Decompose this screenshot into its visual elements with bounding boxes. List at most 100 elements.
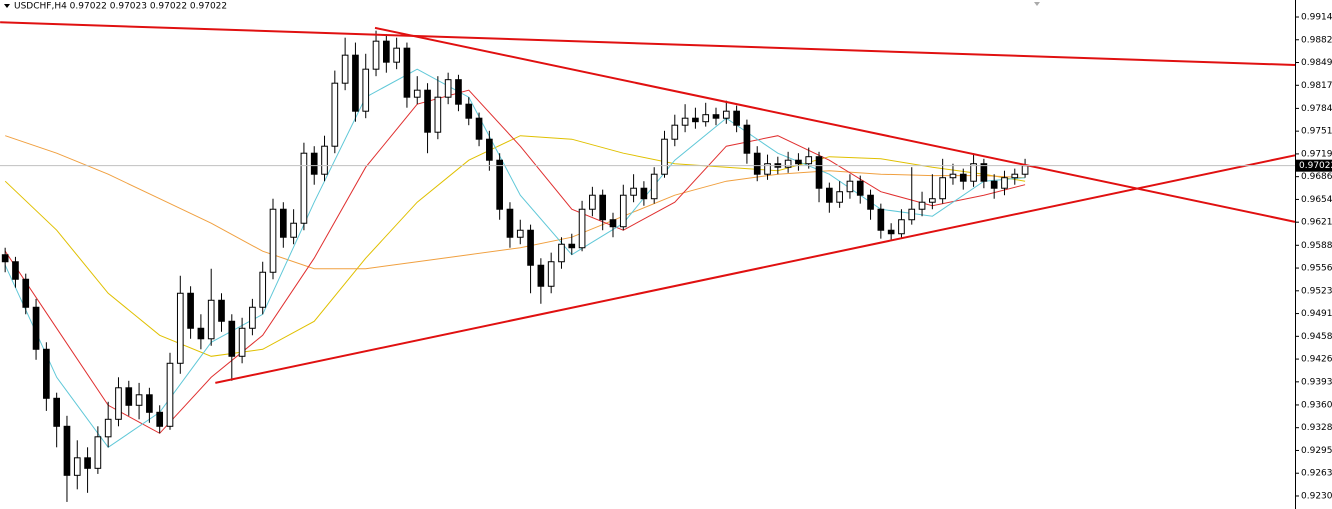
candle-body: [609, 219, 617, 228]
candle-body: [300, 152, 308, 224]
candle-body: [310, 152, 318, 175]
moving-average: [4, 68, 1026, 448]
candle-body: [702, 114, 710, 123]
candle-body: [32, 306, 40, 350]
candle-body: [1, 254, 9, 263]
candle-body: [795, 159, 802, 165]
candle-body: [362, 68, 370, 112]
candle-body: [341, 54, 349, 84]
y-tick-label: 0.96865: [1301, 172, 1332, 182]
candle-body: [403, 47, 411, 98]
candle-body: [393, 47, 400, 63]
candle-body: [692, 117, 699, 123]
candle-body: [681, 117, 689, 126]
candle-body: [630, 187, 637, 196]
y-tick-label: 0.99145: [1301, 13, 1332, 23]
candle-body: [867, 194, 874, 210]
candle-body: [568, 243, 576, 249]
candle-body: [383, 40, 390, 63]
candle-body: [94, 436, 102, 469]
candle-body: [619, 194, 627, 228]
candle-body: [496, 159, 503, 210]
candle-body: [249, 306, 256, 329]
y-tick-label: 0.96215: [1301, 218, 1332, 228]
candle-body: [805, 156, 813, 165]
candle-body: [269, 208, 277, 273]
candle-body: [187, 292, 194, 329]
candle-body: [877, 208, 885, 231]
candle-body: [970, 163, 977, 182]
candle-body: [856, 180, 864, 196]
candle-body: [176, 292, 184, 364]
candle-body: [1001, 177, 1008, 189]
candle-body: [846, 180, 854, 193]
candle-body: [764, 163, 771, 175]
candle-body: [43, 348, 50, 399]
candle-body: [218, 299, 225, 322]
candle-body: [671, 124, 679, 140]
current-price-label: 0.97022: [1299, 161, 1332, 171]
y-tick-label: 0.93605: [1301, 400, 1332, 410]
candle-body: [352, 54, 359, 112]
shift-marker: [1034, 2, 1040, 6]
candle-body: [784, 159, 792, 168]
candle-body: [207, 299, 215, 340]
candle-body: [63, 425, 71, 476]
trendline: [374, 26, 1296, 223]
candle-body: [589, 194, 596, 210]
candle-body: [836, 191, 843, 203]
candle-body: [898, 219, 905, 235]
candle-body: [372, 40, 380, 70]
candle-body: [156, 411, 164, 427]
candle-body: [104, 418, 112, 438]
candle-body: [578, 208, 586, 249]
candle-body: [599, 194, 607, 221]
candle-body: [197, 327, 205, 340]
candle-body: [475, 117, 483, 140]
candle-body: [1011, 173, 1019, 179]
candle-body: [125, 387, 133, 406]
chart-title: USDCHF,H4 0.97022 0.97023 0.97022 0.9702…: [14, 2, 227, 12]
candle-body: [413, 89, 421, 98]
candle-body: [53, 397, 60, 427]
candle-body: [733, 110, 740, 126]
trendline: [215, 154, 1296, 384]
candle-body: [908, 208, 916, 221]
candle-body: [506, 208, 514, 238]
candle-body: [516, 229, 524, 238]
y-tick-label: 0.97515: [1301, 127, 1332, 137]
candle-body: [929, 198, 936, 203]
candle-body: [815, 156, 823, 189]
y-tick-label: 0.92955: [1301, 446, 1332, 456]
candle-body: [527, 229, 534, 266]
candle-body: [949, 173, 957, 179]
title-icon: [4, 4, 10, 8]
candle-body: [887, 229, 895, 235]
candle-body: [22, 278, 30, 308]
candle-body: [279, 208, 287, 238]
candle-body: [486, 138, 493, 161]
candle-body: [547, 261, 555, 287]
candle-body: [424, 89, 431, 133]
y-tick-label: 0.95885: [1301, 241, 1332, 251]
moving-average: [4, 89, 1026, 434]
candle-body: [444, 79, 452, 98]
moving-average: [4, 135, 1026, 357]
candle-body: [939, 177, 946, 200]
candle-body: [321, 145, 328, 175]
candle-body: [455, 79, 462, 105]
candle-body: [84, 457, 91, 469]
moving-average: [5, 135, 1026, 270]
candle-body: [661, 138, 668, 175]
candle-body: [722, 110, 730, 119]
candle-body: [146, 394, 153, 413]
candle-body: [558, 243, 565, 263]
